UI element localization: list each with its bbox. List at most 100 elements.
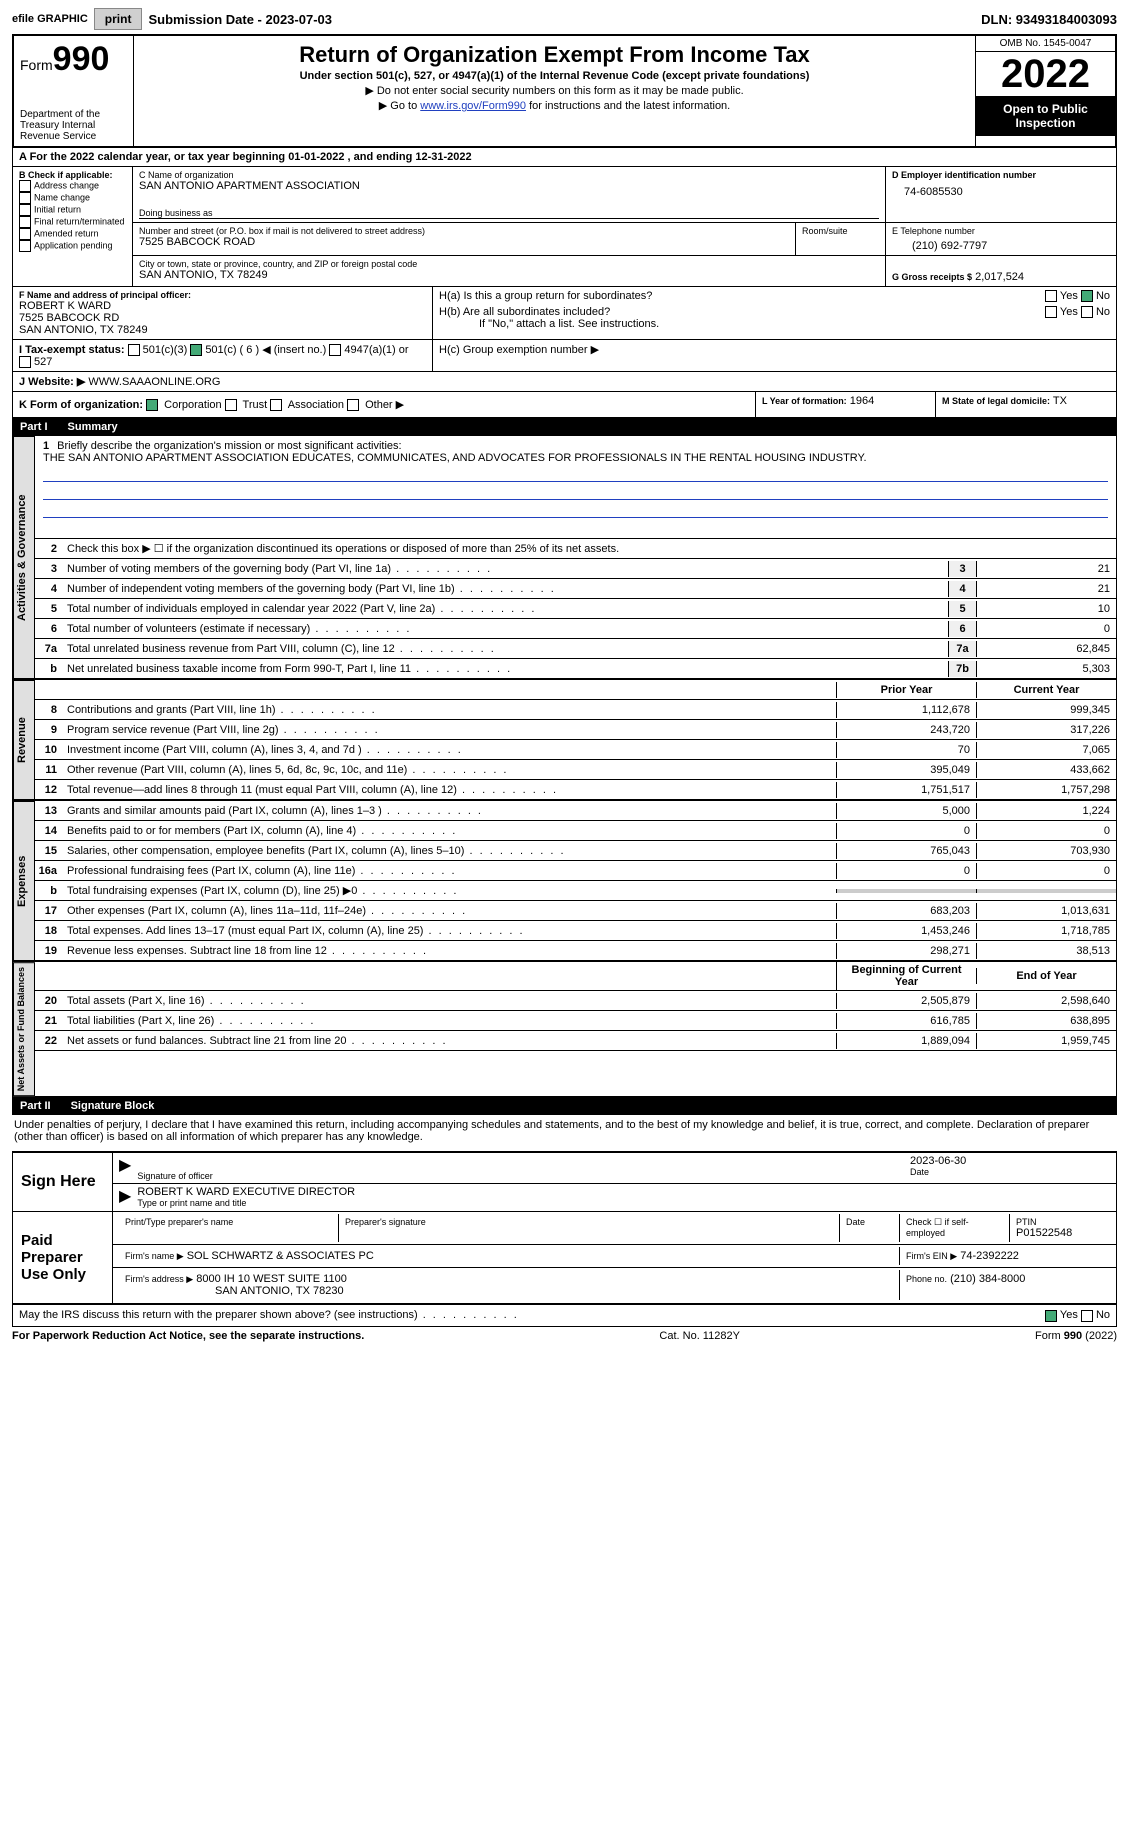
i-527-check[interactable]: [19, 356, 31, 368]
ha-label: H(a) Is this a group return for subordin…: [439, 290, 652, 302]
discuss-yes-check[interactable]: [1045, 1310, 1057, 1322]
sum-desc: Total revenue—add lines 8 through 11 (mu…: [63, 782, 836, 798]
b-opt-check[interactable]: [19, 180, 31, 192]
prior-val: 298,271: [836, 943, 976, 959]
sum-desc: Number of independent voting members of …: [63, 581, 948, 597]
officer-name: ROBERT K WARD: [19, 300, 426, 312]
line-val: 10: [976, 601, 1116, 617]
sum-desc: Investment income (Part VIII, column (A)…: [63, 742, 836, 758]
vtab-expenses: Expenses: [13, 801, 35, 961]
curr-val: 0: [976, 863, 1116, 879]
vtab-netassets: Net Assets or Fund Balances: [13, 962, 35, 1096]
ein: 74-6085530: [892, 180, 1110, 198]
sum-desc: Total expenses. Add lines 13–17 (must eq…: [63, 923, 836, 939]
line-box: 3: [948, 561, 976, 577]
website: WWW.SAAAONLINE.ORG: [88, 376, 220, 388]
i-c-check[interactable]: [190, 344, 202, 356]
part1-header: Part I Summary: [12, 418, 1117, 436]
discuss-no-check[interactable]: [1081, 1310, 1093, 1322]
state-domicile: TX: [1053, 395, 1067, 407]
k-opt-check[interactable]: [225, 399, 237, 411]
city: SAN ANTONIO, TX 78249: [139, 269, 879, 281]
k-opt-check[interactable]: [270, 399, 282, 411]
hb-yes-check[interactable]: [1045, 306, 1057, 318]
city-label: City or town, state or province, country…: [139, 259, 879, 269]
paid-prep-label: Paid Preparer Use Only: [13, 1212, 113, 1303]
print-button[interactable]: print: [94, 8, 143, 30]
sum-desc: Salaries, other compensation, employee b…: [63, 843, 836, 859]
firm-addr1: 8000 IH 10 WEST SUITE 1100: [196, 1273, 347, 1285]
b-opt-check[interactable]: [19, 216, 31, 228]
i-4947-check[interactable]: [329, 344, 341, 356]
prior-val: 0: [836, 863, 976, 879]
prior-val: 70: [836, 742, 976, 758]
curr-val: 999,345: [976, 702, 1116, 718]
prior-val: 1,751,517: [836, 782, 976, 798]
footer-mid: Cat. No. 11282Y: [659, 1330, 740, 1342]
curr-val: 1,959,745: [976, 1033, 1116, 1049]
phone: (210) 692-7797: [892, 236, 1110, 252]
prior-val: [836, 889, 976, 893]
hb-label: H(b) Are all subordinates included?: [439, 306, 610, 318]
g-label: G Gross receipts $: [892, 272, 972, 282]
b-opt-check[interactable]: [19, 192, 31, 204]
line-a: A For the 2022 calendar year, or tax yea…: [13, 148, 1116, 167]
k-opt-check[interactable]: [347, 399, 359, 411]
form-title: Return of Organization Exempt From Incom…: [142, 42, 967, 68]
sum-desc: Contributions and grants (Part VIII, lin…: [63, 702, 836, 718]
curr-val: 317,226: [976, 722, 1116, 738]
line-val: 0: [976, 621, 1116, 637]
line-box: 5: [948, 601, 976, 617]
topbar: efile GRAPHIC print Submission Date - 20…: [12, 8, 1117, 30]
c-name-label: C Name of organization: [139, 170, 879, 180]
i-label: I Tax-exempt status:: [19, 344, 125, 356]
form-subtitle: Under section 501(c), 527, or 4947(a)(1)…: [142, 70, 967, 82]
prior-val: 5,000: [836, 803, 976, 819]
open-public: Open to Public Inspection: [976, 96, 1115, 136]
discuss-label: May the IRS discuss this return with the…: [19, 1309, 519, 1321]
curr-val: 638,895: [976, 1013, 1116, 1029]
tax-year: 2022: [976, 52, 1115, 96]
prior-val: 0: [836, 823, 976, 839]
year-formation: 1964: [850, 395, 874, 407]
line-box: 7b: [948, 661, 976, 677]
part2-header: Part II Signature Block: [12, 1097, 1117, 1115]
i-c3-check[interactable]: [128, 344, 140, 356]
sum-desc: Net assets or fund balances. Subtract li…: [63, 1033, 836, 1049]
prior-val: 1,112,678: [836, 702, 976, 718]
footer-left: For Paperwork Reduction Act Notice, see …: [12, 1330, 364, 1342]
curr-val: 433,662: [976, 762, 1116, 778]
dba-label: Doing business as: [139, 208, 879, 219]
sum-desc: Other expenses (Part IX, column (A), lin…: [63, 903, 836, 919]
k-label: K Form of organization:: [19, 399, 143, 411]
ha-yes-check[interactable]: [1045, 290, 1057, 302]
sum-desc: Grants and similar amounts paid (Part IX…: [63, 803, 836, 819]
curr-val: 703,930: [976, 843, 1116, 859]
sum-desc: Revenue less expenses. Subtract line 18 …: [63, 943, 836, 959]
irs-link[interactable]: www.irs.gov/Form990: [420, 100, 526, 112]
sum-desc: Total liabilities (Part X, line 26): [63, 1013, 836, 1029]
perjury-text: Under penalties of perjury, I declare th…: [12, 1115, 1117, 1147]
firm-ein: 74-2392222: [960, 1250, 1019, 1262]
hb-note: If "No," attach a list. See instructions…: [439, 318, 1110, 330]
curr-val: [976, 889, 1116, 893]
sum-desc: Number of voting members of the governin…: [63, 561, 948, 577]
b-opt-check[interactable]: [19, 228, 31, 240]
ha-no-check[interactable]: [1081, 290, 1093, 302]
sum-desc: Total assets (Part X, line 16): [63, 993, 836, 1009]
sig-date: 2023-06-30: [910, 1155, 1110, 1167]
b-opt-check[interactable]: [19, 240, 31, 252]
prior-val: 683,203: [836, 903, 976, 919]
prior-val: 1,889,094: [836, 1033, 976, 1049]
note-goto: ▶ Go to www.irs.gov/Form990 for instruct…: [142, 99, 967, 112]
org-name: SAN ANTONIO APARTMENT ASSOCIATION: [139, 180, 879, 192]
b-opt-check[interactable]: [19, 204, 31, 216]
curr-val: 2,598,640: [976, 993, 1116, 1009]
d-label: D Employer identification number: [892, 170, 1110, 180]
line-val: 21: [976, 561, 1116, 577]
hb-no-check[interactable]: [1081, 306, 1093, 318]
form-header: Form990 Department of the Treasury Inter…: [12, 34, 1117, 148]
k-opt-check[interactable]: [146, 399, 158, 411]
prior-val: 765,043: [836, 843, 976, 859]
curr-val: 1,757,298: [976, 782, 1116, 798]
